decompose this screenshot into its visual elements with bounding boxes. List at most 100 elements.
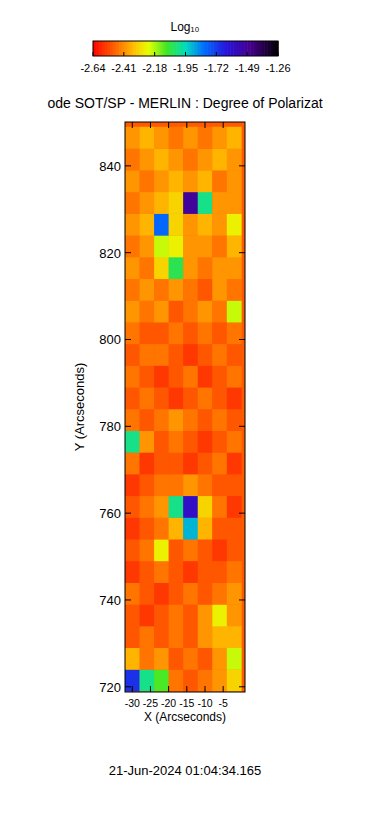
cell xyxy=(140,409,155,431)
cell xyxy=(140,626,155,648)
colorbar-tick-label: -1.26 xyxy=(265,62,290,74)
cell xyxy=(169,322,184,344)
cell xyxy=(140,517,155,539)
cell xyxy=(198,474,213,496)
cell xyxy=(198,583,213,605)
cell xyxy=(169,127,184,149)
cell xyxy=(154,148,169,170)
cell xyxy=(169,669,184,691)
x-tick xyxy=(132,686,133,692)
y-tick-label: 820 xyxy=(99,246,121,261)
cell xyxy=(212,322,227,344)
cell xyxy=(154,300,169,322)
cell xyxy=(125,322,140,344)
cell xyxy=(183,322,198,344)
cell xyxy=(154,604,169,626)
y-tick xyxy=(239,252,245,253)
cell xyxy=(212,474,227,496)
cell xyxy=(169,409,184,431)
colorbar-tick xyxy=(247,52,248,56)
cell xyxy=(125,214,140,236)
cell xyxy=(183,344,198,366)
colorbar-tick xyxy=(123,52,124,56)
cell xyxy=(154,214,169,236)
cell xyxy=(183,148,198,170)
cell xyxy=(227,561,242,583)
cell xyxy=(183,366,198,388)
cell xyxy=(169,257,184,279)
cell xyxy=(125,148,140,170)
cell xyxy=(140,669,155,691)
cell xyxy=(227,148,242,170)
cell xyxy=(169,387,184,409)
y-tick xyxy=(239,165,245,166)
cell xyxy=(227,127,242,149)
cell xyxy=(227,192,242,214)
cell xyxy=(169,517,184,539)
cell xyxy=(140,387,155,409)
cell xyxy=(154,431,169,453)
y-tick-label: 800 xyxy=(99,332,121,347)
cell xyxy=(212,539,227,561)
y-tick xyxy=(239,426,245,427)
cell xyxy=(212,431,227,453)
cell xyxy=(183,517,198,539)
cell xyxy=(183,539,198,561)
cell xyxy=(212,279,227,301)
plot-background xyxy=(125,122,245,692)
cell xyxy=(212,517,227,539)
cell xyxy=(140,235,155,257)
cell xyxy=(212,496,227,518)
cell xyxy=(183,279,198,301)
cell xyxy=(125,257,140,279)
x-tick-label: -20 xyxy=(161,697,176,709)
title: ode SOT/SP - MERLIN : Degree of Polariza… xyxy=(47,95,322,111)
cell xyxy=(140,539,155,561)
x-tick xyxy=(205,122,206,128)
x-tick xyxy=(132,122,133,128)
cell xyxy=(183,648,198,670)
cell xyxy=(198,235,213,257)
chart: -2.64-2.41-2.18-1.95-1.72-1.49-1.26Log₁₀… xyxy=(0,0,370,816)
cell xyxy=(125,648,140,670)
cell xyxy=(227,366,242,388)
cell xyxy=(198,669,213,691)
x-tick xyxy=(186,686,187,692)
cell xyxy=(198,148,213,170)
cell xyxy=(198,387,213,409)
cell xyxy=(154,387,169,409)
cell xyxy=(198,604,213,626)
cell xyxy=(140,170,155,192)
cell xyxy=(154,517,169,539)
cell xyxy=(169,214,184,236)
cell xyxy=(125,170,140,192)
y-tick xyxy=(125,513,131,514)
cell xyxy=(227,387,242,409)
x-tick-label: -25 xyxy=(143,697,158,709)
cell xyxy=(140,604,155,626)
cells xyxy=(125,127,242,692)
cell xyxy=(154,452,169,474)
cell xyxy=(140,127,155,149)
cell xyxy=(140,496,155,518)
cell xyxy=(212,148,227,170)
colorbar-tick xyxy=(216,52,217,56)
cell xyxy=(154,496,169,518)
cell xyxy=(198,366,213,388)
cell xyxy=(198,561,213,583)
y-tick xyxy=(239,513,245,514)
cell xyxy=(212,192,227,214)
cell xyxy=(125,496,140,518)
cell xyxy=(154,669,169,691)
cell xyxy=(227,452,242,474)
cell xyxy=(169,344,184,366)
cell xyxy=(183,257,198,279)
cell xyxy=(169,626,184,648)
cell xyxy=(227,235,242,257)
cell xyxy=(183,604,198,626)
colorbar-tick-label: -2.18 xyxy=(142,62,167,74)
cell xyxy=(125,539,140,561)
cell xyxy=(212,127,227,149)
cell xyxy=(169,148,184,170)
cell xyxy=(154,344,169,366)
